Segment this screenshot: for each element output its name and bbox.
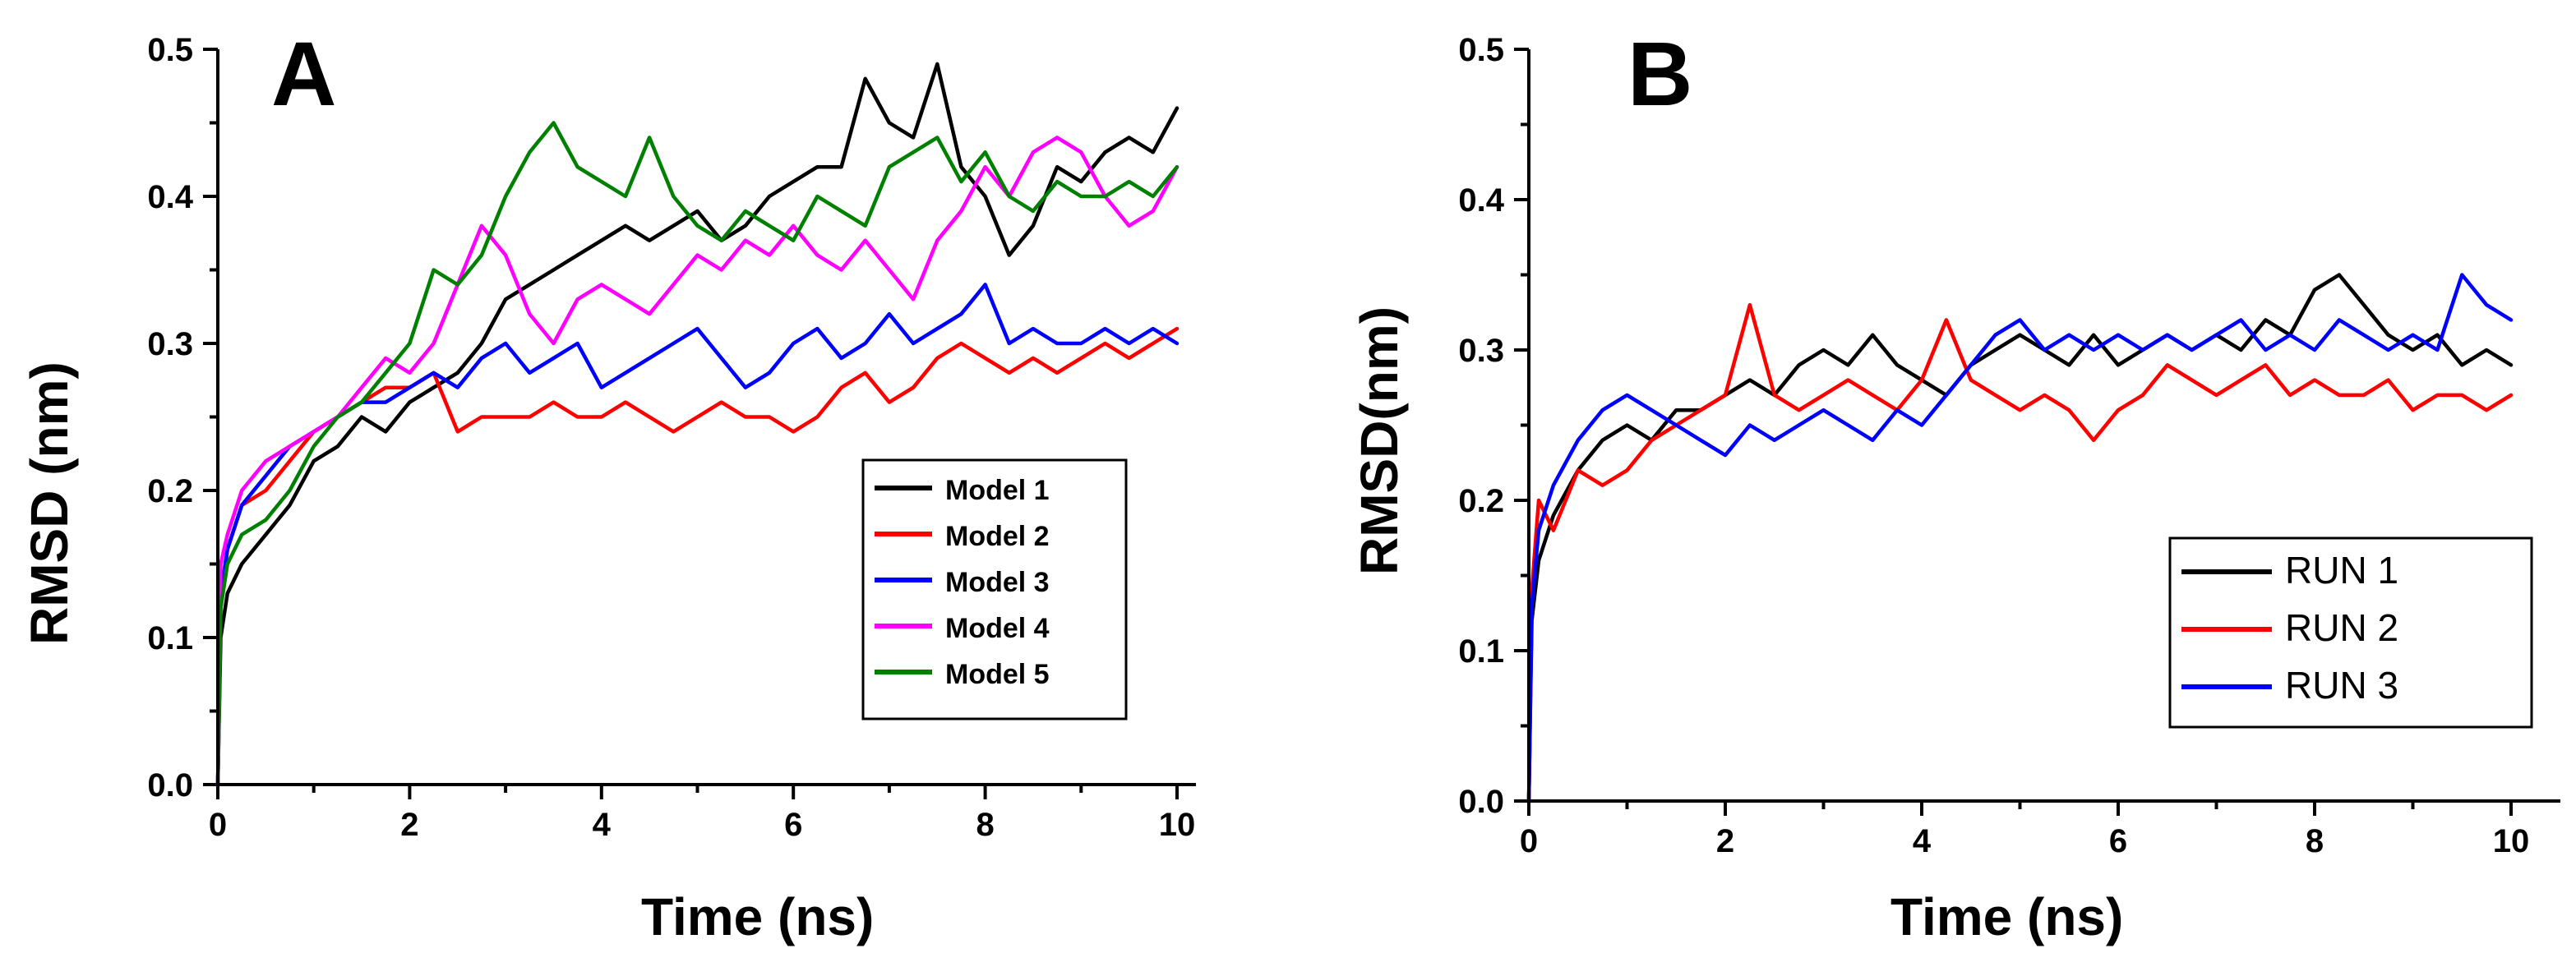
- panel-a-x-ticks: 0 2 4 6 8 10: [209, 785, 1195, 843]
- panel-b-x-tick-label: 10: [2493, 823, 2530, 859]
- panel-a-label: A: [271, 24, 336, 125]
- panel-a-y-axis-title: RMSD (nm): [20, 361, 79, 645]
- panel-a-x-axis-title: Time (ns): [641, 887, 874, 946]
- panel-a-y-tick-label: 0.5: [147, 32, 193, 68]
- legend-label: Model 1: [945, 475, 1050, 506]
- panel-a-y-tick-label: 0.1: [147, 620, 193, 656]
- legend-label: Model 4: [945, 613, 1050, 644]
- panel-b-y-tick-label: 0.0: [1458, 784, 1504, 820]
- panel-b-y-ticks: 0.0 0.1 0.2 0.3 0.4 0.5: [1458, 32, 1529, 820]
- panel-a-series: [215, 62, 1180, 787]
- panel-a-legend: Model 1 Model 2 Model 3 Model 4 Model 5: [861, 458, 1128, 720]
- panel-b-x-tick-label: 8: [2306, 823, 2324, 859]
- panel-a-y-tick-label: 0.2: [147, 473, 193, 509]
- panel-a-x-tick-label: 4: [593, 807, 612, 843]
- panel-b-y-tick-label: 0.4: [1458, 182, 1504, 219]
- panel-a-y-ticks: 0.0 0.1 0.2 0.3 0.4 0.5: [147, 32, 218, 803]
- panel-a-x-tick-label: 0: [209, 807, 227, 843]
- panel-a-x-tick-label: 10: [1159, 807, 1196, 843]
- panel-a-x-tick-label: 2: [400, 807, 418, 843]
- panel-b-axes: [1527, 49, 2560, 803]
- panel-b-y-tick-label: 0.1: [1458, 633, 1504, 670]
- panel-a-y-tick-label: 0.0: [147, 767, 193, 803]
- legend-label: RUN 2: [2285, 606, 2398, 649]
- panel-a-axes: [216, 49, 1196, 786]
- legend-label: RUN 3: [2285, 664, 2398, 707]
- panel-b-y-tick-label: 0.3: [1458, 333, 1504, 369]
- panel-b-x-tick-label: 0: [1520, 823, 1538, 859]
- panel-a-y-tick-label: 0.3: [147, 326, 193, 362]
- panel-b-x-tick-label: 6: [2109, 823, 2127, 859]
- panel-b-series-run-2: [1526, 302, 2514, 803]
- panel-b-series: [1526, 273, 2514, 803]
- panel-b-x-axis-title: Time (ns): [1890, 887, 2123, 946]
- panel-b-label: B: [1627, 24, 1692, 125]
- panel-a-y-tick-label: 0.4: [147, 179, 193, 215]
- panel-a: A 0 2 4 6 8 10 0.0 0.1 0.2 0.3 0.4 0.5 Time (ns) R…: [20, 24, 1196, 946]
- panel-b-x-tick-label: 2: [1716, 823, 1734, 859]
- panel-a-series-model-1: [215, 62, 1180, 787]
- legend-label: Model 2: [945, 521, 1050, 552]
- panel-b-y-tick-label: 0.2: [1458, 483, 1504, 519]
- panel-a-legend-box: [861, 458, 1128, 720]
- panel-a-series-model-5: [215, 121, 1180, 787]
- panel-b: B 0 2 4 6 8 10 0.0 0.1 0.2 0.3 0.4 0.5 Time (ns) R…: [1350, 24, 2560, 946]
- panel-b-y-axis-title: RMSD(nm): [1350, 306, 1409, 575]
- panel-a-x-tick-label: 8: [976, 807, 994, 843]
- panel-a-x-tick-label: 6: [784, 807, 802, 843]
- panel-b-series-run-3: [1526, 273, 2514, 803]
- legend-label: Model 3: [945, 567, 1050, 598]
- panel-b-x-tick-label: 4: [1913, 823, 1932, 859]
- panel-b-y-tick-label: 0.5: [1458, 32, 1504, 68]
- panel-b-legend: RUN 1 RUN 2 RUN 3: [2168, 536, 2533, 729]
- legend-label: RUN 1: [2285, 549, 2398, 592]
- legend-label: Model 5: [945, 659, 1050, 690]
- panel-b-x-ticks: 0 2 4 6 8 10: [1520, 801, 2529, 859]
